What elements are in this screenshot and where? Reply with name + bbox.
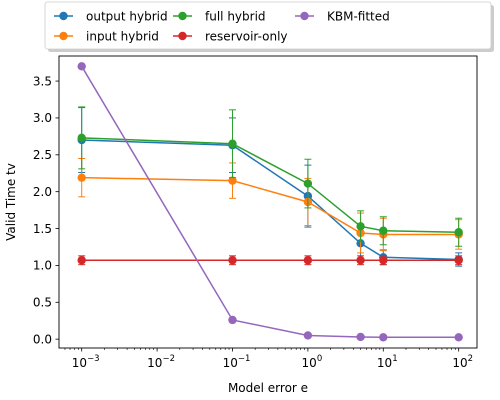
x-tick-label-1: 10−2 — [147, 354, 175, 370]
data-point — [228, 315, 237, 325]
legend-item: input hybrid — [54, 29, 159, 43]
data-point — [303, 179, 313, 188]
data-point — [77, 173, 86, 182]
legend-swatch-marker — [59, 31, 68, 41]
data-point — [356, 222, 365, 231]
legend-item: output hybrid — [54, 9, 168, 23]
data-point — [303, 256, 313, 265]
data-point — [77, 62, 86, 71]
y-tick-label-7: 3.5 — [33, 74, 52, 88]
data-point — [228, 139, 237, 148]
y-axis-label: Valid Time tv — [4, 163, 18, 241]
data-point — [356, 256, 365, 265]
x-tick-label-3: 100 — [302, 354, 323, 370]
x-axis-label: Model error e — [228, 381, 308, 395]
legend-item: KBM-fitted — [295, 9, 390, 23]
y-tick-label-6: 3.0 — [33, 111, 52, 125]
x-tick-label-2: 10−1 — [223, 354, 251, 370]
y-tick-label-5: 2.5 — [33, 148, 52, 162]
legend-label: input hybrid — [86, 29, 159, 43]
y-tick-label-4: 2.0 — [33, 185, 52, 199]
x-tick-label-4: 101 — [377, 354, 398, 370]
legend-item: full hybrid — [173, 9, 266, 23]
legend-swatch-marker — [178, 11, 187, 21]
legend-label: KBM-fitted — [327, 9, 390, 23]
legend: output hybrid input hybrid full hybrid rese… — [44, 1, 494, 52]
data-point — [356, 332, 365, 342]
x-tick-label-5: 102 — [452, 354, 473, 370]
plot-area — [77, 62, 463, 342]
legend-label: full hybrid — [205, 9, 266, 23]
legend-swatch-marker — [300, 11, 309, 21]
series-full-hybrid — [77, 106, 463, 247]
data-point — [454, 228, 463, 237]
legend-label: output hybrid — [86, 9, 168, 23]
legend-box — [44, 1, 492, 50]
series-input-hybrid — [77, 157, 463, 254]
data-point — [379, 333, 388, 342]
y-tick-label-3: 1.5 — [33, 222, 52, 236]
data-point — [228, 256, 237, 265]
data-point — [77, 256, 86, 265]
legend-swatch-marker — [178, 31, 187, 41]
y-axis: 0.0 0.5 1.0 1.5 2.0 2.5 3.0 3.5 — [33, 74, 59, 346]
series-line — [81, 139, 459, 261]
data-point — [454, 256, 463, 265]
data-point — [228, 176, 237, 185]
legend-item: reservoir-only — [173, 29, 288, 43]
y-tick-label-0: 0.0 — [33, 332, 52, 346]
x-tick-label-0: 10−3 — [72, 354, 100, 370]
x-axis: 10−3 10−2 10−1 100 101 102 — [64, 348, 473, 370]
y-tick-label-1: 0.5 — [33, 296, 52, 310]
data-point — [454, 333, 463, 342]
series-line — [81, 65, 459, 339]
series-reservoir-only — [77, 255, 463, 266]
data-point — [303, 331, 313, 340]
y-tick-label-2: 1.0 — [33, 259, 52, 273]
data-point — [379, 256, 388, 265]
data-point — [77, 133, 86, 143]
series-line — [81, 137, 459, 233]
legend-label: reservoir-only — [205, 29, 288, 43]
legend-swatch-marker — [59, 11, 68, 21]
data-point — [379, 226, 388, 235]
series-kbm-fitted — [77, 62, 463, 342]
plot-frame — [58, 55, 478, 349]
series-line — [81, 176, 459, 236]
series-output-hybrid — [77, 107, 463, 267]
